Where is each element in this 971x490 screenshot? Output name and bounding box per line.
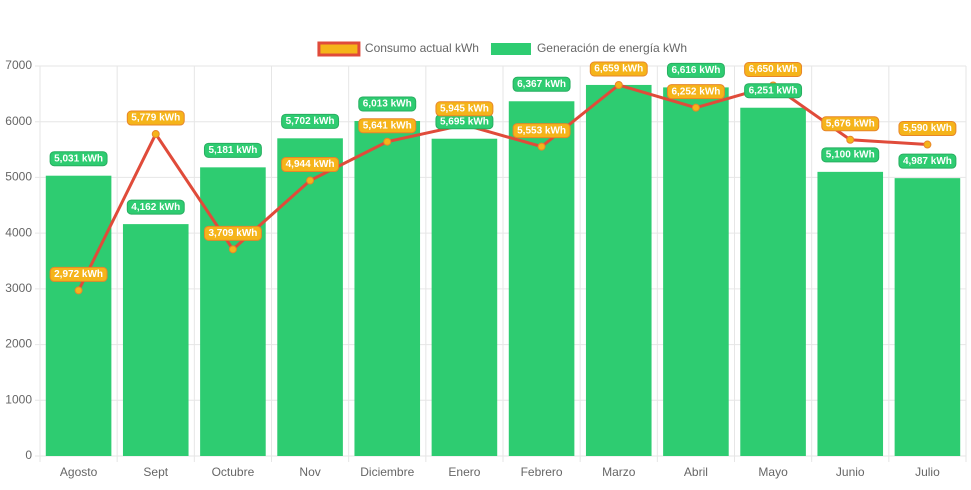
x-tick-label: Diciembre	[360, 465, 414, 479]
value-label: 5,181 kWh	[208, 145, 257, 156]
value-label-box	[281, 157, 340, 173]
value-label-box	[744, 83, 803, 99]
value-label: 6,650 kWh	[749, 64, 798, 75]
value-label-box	[49, 266, 108, 282]
point	[228, 245, 237, 254]
value-label-box	[126, 110, 185, 126]
point	[151, 130, 160, 139]
value-label: 5,695 kWh	[440, 116, 489, 127]
value-label: 5,553 kWh	[517, 125, 566, 136]
value-label: 5,031 kWh	[54, 153, 103, 164]
x-tick-label: Agosto	[60, 465, 98, 479]
value-label: 5,590 kWh	[903, 123, 952, 134]
value-label: 6,616 kWh	[671, 65, 720, 76]
x-tick-label: Enero	[448, 465, 480, 479]
value-label-box	[898, 121, 957, 137]
value-label: 5,702 kWh	[286, 116, 335, 127]
bar	[431, 138, 498, 456]
legend-label[interactable]: Consumo actual kWh	[365, 41, 479, 55]
value-label: 5,641 kWh	[363, 120, 412, 131]
value-label-box	[126, 199, 185, 215]
legend-swatch[interactable]	[317, 41, 361, 57]
bar	[894, 178, 961, 456]
y-tick-label: 4000	[5, 225, 32, 239]
value-label: 6,367 kWh	[517, 79, 566, 90]
value-label-box	[744, 62, 803, 77]
value-label-box	[358, 96, 417, 112]
point	[846, 135, 855, 144]
value-label-box	[589, 61, 648, 77]
value-label-box	[512, 123, 571, 139]
bar	[508, 101, 575, 456]
value-label-box	[203, 142, 262, 158]
value-label-box	[435, 101, 494, 117]
value-label: 2,972 kWh	[54, 269, 103, 280]
point	[614, 80, 623, 89]
point	[306, 176, 315, 185]
value-label-box	[512, 76, 571, 92]
value-label-box	[821, 147, 880, 163]
value-label: 6,013 kWh	[363, 99, 412, 110]
bar	[585, 84, 652, 456]
value-label: 3,709 kWh	[208, 228, 257, 239]
y-tick-label: 3000	[5, 281, 32, 295]
bar	[277, 138, 343, 456]
x-tick-label: Octubre	[212, 465, 255, 479]
value-label-box	[203, 225, 262, 241]
value-label: 6,659 kWh	[594, 64, 643, 75]
y-tick-label: 2000	[5, 337, 32, 351]
value-label-box	[49, 151, 108, 167]
value-label: 5,676 kWh	[826, 118, 875, 129]
value-label: 6,252 kWh	[671, 86, 720, 97]
x-tick-label: Abril	[684, 465, 708, 479]
value-label: 4,162 kWh	[131, 202, 180, 213]
value-label: 4,944 kWh	[286, 159, 335, 170]
bar	[817, 171, 884, 456]
bar	[740, 107, 806, 456]
y-tick-label: 0	[25, 448, 32, 462]
point	[383, 137, 392, 146]
y-tick-label: 1000	[5, 392, 32, 406]
value-label: 5,100 kWh	[826, 149, 875, 160]
value-label-box	[281, 113, 340, 129]
y-tick-label: 5000	[5, 170, 32, 184]
x-tick-label: Julio	[915, 465, 940, 479]
point	[74, 286, 83, 295]
value-label-box	[898, 153, 957, 169]
point	[537, 142, 546, 151]
value-label-box	[358, 118, 417, 134]
value-label-box	[666, 62, 725, 78]
value-label-box	[821, 116, 880, 132]
value-label-box	[666, 84, 725, 100]
y-tick-label: 7000	[5, 58, 32, 72]
y-tick-label: 6000	[5, 114, 32, 128]
x-tick-label: Junio	[836, 465, 865, 479]
bar	[354, 120, 421, 457]
point	[691, 103, 700, 112]
x-tick-label: Marzo	[602, 465, 636, 479]
bar	[122, 224, 189, 456]
legend-label[interactable]: Generación de energía kWh	[537, 41, 687, 55]
bar	[45, 175, 112, 457]
x-tick-label: Nov	[299, 465, 320, 479]
bar	[663, 87, 729, 456]
point	[923, 140, 932, 149]
bar	[200, 167, 266, 456]
value-label: 5,779 kWh	[131, 113, 180, 124]
x-tick-label: Febrero	[521, 465, 563, 479]
x-tick-label: Sept	[143, 465, 168, 479]
value-label: 5,945 kWh	[440, 103, 489, 114]
value-label: 6,251 kWh	[749, 85, 798, 96]
x-tick-label: Mayo	[758, 465, 788, 479]
legend-swatch[interactable]	[490, 43, 531, 55]
value-label: 4,987 kWh	[903, 156, 952, 167]
